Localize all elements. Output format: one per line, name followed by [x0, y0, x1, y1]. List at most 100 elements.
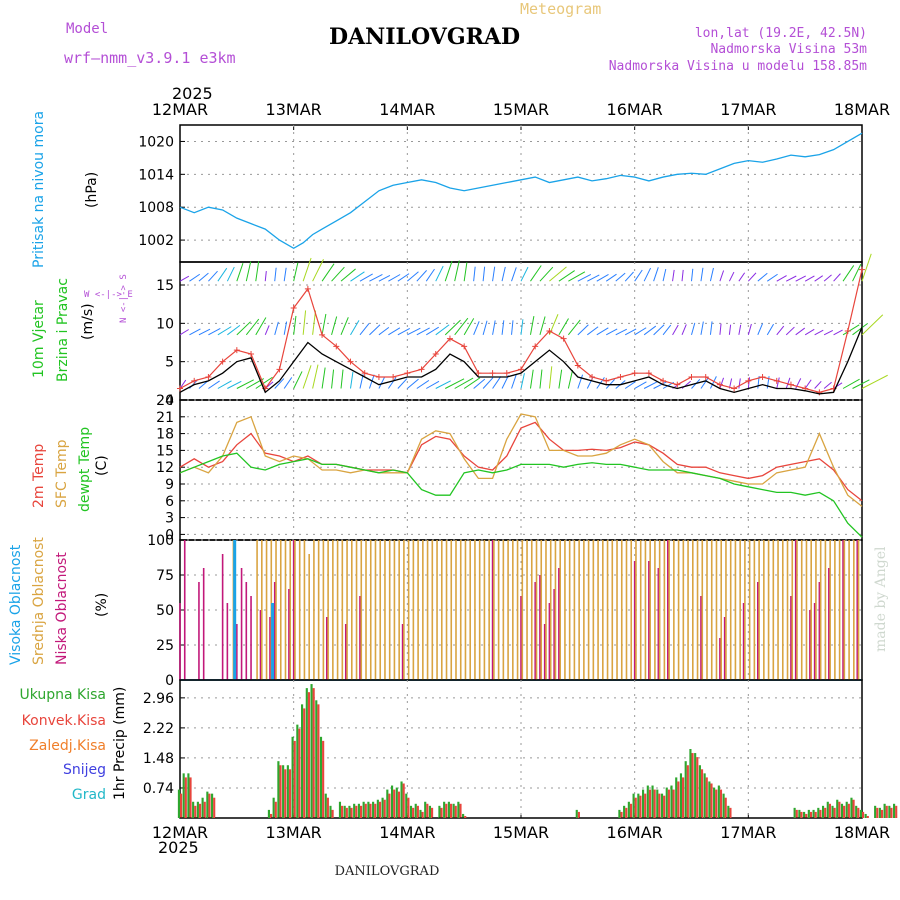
- y-tick-label: 18: [156, 427, 174, 443]
- total-precip-bar: [405, 793, 408, 818]
- conv-precip-bar: [326, 797, 329, 818]
- wind-gust-marker: [418, 366, 425, 373]
- total-precip-bar: [414, 803, 417, 818]
- wind-arrow: [738, 272, 746, 282]
- conv-precip-bar: [719, 789, 723, 818]
- wind-arrow: [274, 378, 285, 389]
- wind-arrow: [426, 380, 440, 389]
- wind-arrow: [454, 260, 460, 282]
- wind-gust-marker: [745, 377, 752, 384]
- wind-arrow: [709, 321, 713, 335]
- wind-gust-marker: [390, 374, 397, 380]
- total-precip-bar: [211, 793, 214, 818]
- wind-arrow: [700, 321, 704, 335]
- conv-precip-bar: [345, 807, 348, 818]
- wind-gust-marker: [461, 343, 468, 350]
- meteogram-label: Meteogram: [520, 0, 601, 18]
- total-precip-bar: [803, 811, 806, 818]
- wind-arrow: [520, 319, 524, 335]
- total-precip-bar: [637, 793, 640, 818]
- year-bottom: 2025: [158, 838, 199, 857]
- conv-precip-bar: [710, 783, 713, 818]
- wind-arrow: [397, 378, 408, 389]
- total-precip-bar: [807, 809, 810, 818]
- wind-gust-marker: [432, 351, 439, 357]
- wind-arrow: [350, 320, 360, 336]
- total-precip-bar: [395, 787, 398, 818]
- wind-arrow: [804, 379, 812, 389]
- wind-arrow: [700, 377, 709, 389]
- wind-arrow: [757, 272, 768, 282]
- total-precip-bar: [343, 805, 346, 818]
- wind-arrow: [179, 379, 187, 389]
- total-precip-bar: [660, 793, 664, 818]
- wind-arrow: [293, 371, 303, 389]
- conv-precip-bar: [317, 704, 320, 818]
- wind-arrow: [359, 323, 370, 336]
- t2m-label: 2m Temp: [31, 444, 47, 508]
- wind-arrow: [407, 271, 419, 282]
- conv-precip-bar: [459, 803, 462, 818]
- wind-arrow: [312, 364, 319, 389]
- total-precip-bar: [187, 773, 190, 818]
- total-precip-bar: [390, 785, 394, 818]
- wind-arrow: [283, 377, 293, 389]
- wind-arrow: [776, 377, 780, 389]
- conv-precip-bar: [431, 807, 434, 818]
- total-precip-bar: [798, 809, 801, 818]
- total-precip-bar: [651, 785, 654, 818]
- conv-precip-bar: [388, 793, 391, 818]
- wind-arrow: [293, 315, 297, 335]
- total-precip-bar: [291, 736, 294, 818]
- wind-arrow: [198, 272, 209, 282]
- conv-precip-bar: [876, 807, 879, 818]
- conv-precip-bar: [298, 728, 301, 818]
- chart-layer: 12MAR 12MAR 13MAR 13MAR 14MAR 14MAR 15MAR 15MAR…: [138, 100, 898, 842]
- total-precip-bar: [428, 805, 432, 818]
- total-precip-bar: [424, 801, 427, 818]
- wind-arrow: [388, 274, 401, 282]
- wind-arrow: [606, 328, 618, 336]
- conv-precip-bar: [355, 805, 358, 818]
- wind-arrow: [350, 371, 354, 389]
- pressure-unit: (hPa): [84, 172, 100, 208]
- y-tick-label: 0.74: [143, 781, 174, 797]
- conv-precip-bar: [852, 799, 855, 818]
- conv-precip-bar: [828, 803, 831, 818]
- wind-arrow: [766, 273, 778, 282]
- wind-arrow: [227, 325, 241, 336]
- conv-precip-bar: [208, 793, 211, 818]
- pressure-label: Pritisak na nivou mora: [31, 111, 47, 268]
- y-tick-label: 10: [156, 316, 174, 332]
- total-precip-bar: [717, 785, 720, 818]
- conv-precip-bar: [198, 803, 202, 818]
- wind-arrow: [653, 267, 659, 282]
- y-tick-label: 1.48: [143, 751, 174, 767]
- low-cloud-label: Niska Oblacnost: [54, 552, 70, 665]
- wind-arrow: [785, 275, 797, 282]
- wind-gust-marker: [560, 335, 567, 342]
- wind-arrow: [416, 379, 430, 389]
- total-precip-bar: [694, 753, 697, 818]
- wind-arrow: [492, 376, 502, 389]
- wind-arrow: [719, 323, 722, 335]
- wind-arrow: [340, 317, 349, 336]
- wind-arrow: [359, 273, 373, 282]
- wind-arrow: [454, 317, 469, 336]
- wind-arrow: [463, 377, 481, 389]
- year-top: 2025: [172, 84, 213, 103]
- total-precip-bar: [623, 805, 626, 818]
- wind-arrow: [615, 328, 627, 336]
- legend-snow: Snijeg: [63, 762, 106, 778]
- conv-precip-bar: [663, 795, 666, 818]
- conv-precip-bar: [639, 795, 642, 818]
- wind-arrow: [814, 329, 824, 336]
- wind-arrow: [236, 321, 251, 336]
- total-precip-bar: [353, 803, 356, 818]
- wind-arrow: [321, 367, 326, 389]
- wind-arrow: [444, 260, 453, 282]
- wind-compass-ns: N <-|-> S: [119, 274, 129, 323]
- wind-arrow: [255, 261, 260, 282]
- wind-arrow: [738, 378, 741, 389]
- wind-gust-marker: [859, 266, 865, 273]
